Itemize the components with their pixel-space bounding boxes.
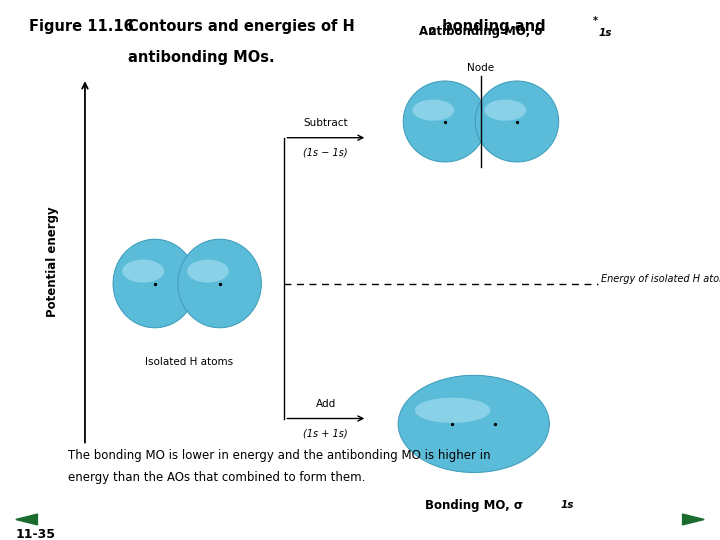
Text: 2: 2 <box>428 27 436 37</box>
Text: Subtract: Subtract <box>304 118 348 128</box>
Text: Potential energy: Potential energy <box>46 207 59 317</box>
Text: 1s: 1s <box>598 28 612 38</box>
Text: Contours and energies of H: Contours and energies of H <box>128 19 355 34</box>
Text: *: * <box>593 16 598 26</box>
Ellipse shape <box>398 375 549 472</box>
Text: energy than the AOs that combined to form them.: energy than the AOs that combined to for… <box>68 471 366 484</box>
Polygon shape <box>16 514 37 525</box>
Text: Bonding MO, σ: Bonding MO, σ <box>425 500 523 512</box>
Ellipse shape <box>415 397 490 423</box>
Ellipse shape <box>122 260 164 282</box>
Ellipse shape <box>113 239 197 328</box>
Text: Add: Add <box>315 399 336 409</box>
Text: bonding and: bonding and <box>437 19 546 34</box>
Polygon shape <box>683 514 704 525</box>
Text: The bonding MO is lower in energy and the antibonding MO is higher in: The bonding MO is lower in energy and th… <box>68 449 491 462</box>
Text: Figure 11.16: Figure 11.16 <box>29 19 133 34</box>
Ellipse shape <box>413 99 454 120</box>
Text: antibonding MOs.: antibonding MOs. <box>128 50 275 65</box>
Text: 1s: 1s <box>560 500 574 510</box>
Text: (1s + 1s): (1s + 1s) <box>304 428 348 438</box>
Ellipse shape <box>485 99 526 120</box>
Ellipse shape <box>187 260 229 282</box>
Text: (1s − 1s): (1s − 1s) <box>304 147 348 158</box>
Ellipse shape <box>403 81 487 162</box>
Text: Isolated H atoms: Isolated H atoms <box>145 357 233 368</box>
Text: Node: Node <box>467 63 495 73</box>
Text: Energy of isolated H atoms: Energy of isolated H atoms <box>601 274 720 284</box>
Ellipse shape <box>178 239 261 328</box>
Text: 11-35: 11-35 <box>16 528 56 540</box>
Ellipse shape <box>475 81 559 162</box>
Text: Antibonding MO, σ: Antibonding MO, σ <box>419 25 543 38</box>
